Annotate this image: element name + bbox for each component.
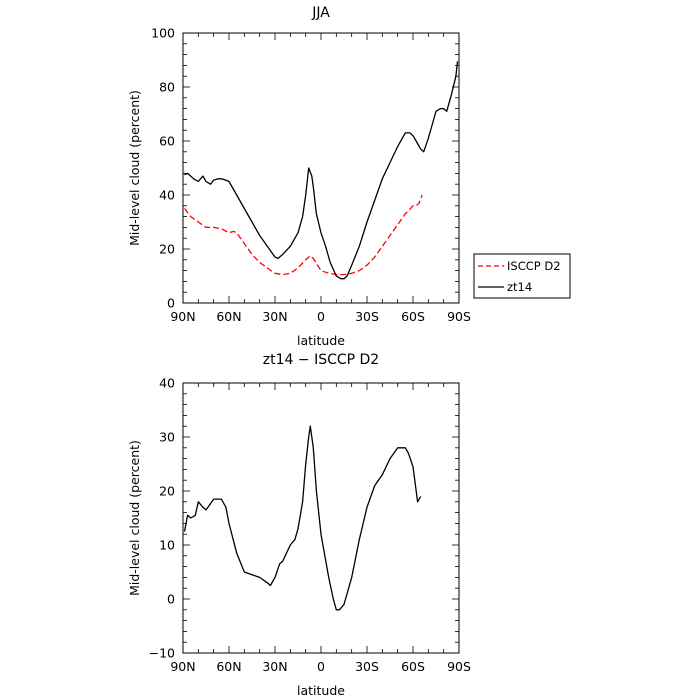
bottom-y-tick-label: 0	[167, 592, 175, 607]
top-y-tick-label: 80	[159, 80, 175, 95]
bottom-series-difference-line	[183, 425, 422, 611]
top-x-tick-label: 90S	[447, 309, 471, 324]
bottom-x-axis-title: latitude	[297, 683, 345, 698]
bottom-plot-frame	[182, 382, 460, 654]
bottom-y-tick-label: 20	[159, 484, 175, 499]
legend-box	[473, 253, 571, 299]
top-y-tick-label: 0	[167, 296, 175, 311]
legend-label-isccp: ISCCP D2	[507, 259, 561, 273]
top-y-tick-label: 20	[159, 242, 175, 257]
bottom-x-tick-label: 30N	[262, 659, 287, 674]
top-y-tick-label: 60	[159, 134, 175, 149]
top-plot-frame	[182, 32, 460, 304]
top-y-tick-label: 40	[159, 188, 175, 203]
bottom-x-tick-label: 60N	[216, 659, 241, 674]
bottom-y-axis-title: Mid-level cloud (percent)	[127, 440, 142, 596]
top-x-axis-title: latitude	[297, 333, 345, 348]
top-x-tick-label: 60N	[216, 309, 241, 324]
top-panel: JJA 0 20 40 60 80 100 90N 60N 30N 0 30S 60S 90S lati…	[127, 5, 571, 348]
top-series-isccp-d2-line	[183, 194, 423, 276]
top-x-tick-label: 30S	[355, 309, 379, 324]
top-y-tick-label: 100	[151, 26, 175, 41]
top-x-tick-label: 60S	[401, 309, 425, 324]
top-y-axis-title: Mid-level cloud (percent)	[127, 90, 142, 246]
bottom-x-tick-label: 0	[317, 659, 325, 674]
bottom-y-tick-label: −10	[149, 646, 175, 661]
bottom-plot-marks: −10 0 10 20 30 40 90N 60N 30N 0 30S 60S 90S	[149, 376, 471, 675]
top-series-zt14-line	[184, 61, 459, 280]
top-x-tick-label: 90N	[170, 309, 195, 324]
bottom-x-tick-label: 30S	[355, 659, 379, 674]
bottom-x-tick-label: 90S	[447, 659, 471, 674]
bottom-y-tick-label: 30	[159, 430, 175, 445]
top-panel-title: JJA	[311, 5, 330, 21]
top-x-tick-label: 30N	[262, 309, 287, 324]
top-plot-marks: 0 20 40 60 80 100 90N 60N 30N 0 30S 60S 90S	[151, 26, 471, 325]
bottom-panel: zt14 − ISCCP D2 −10 0 10 20 30 40 90N 60N 30N 0 30…	[127, 352, 471, 698]
bottom-y-tick-label: 10	[159, 538, 175, 553]
bottom-x-tick-label: 90N	[170, 659, 195, 674]
legend-label-zt14: zt14	[507, 280, 532, 294]
bottom-y-tick-label: 40	[159, 376, 175, 391]
bottom-x-tick-label: 60S	[401, 659, 425, 674]
top-x-tick-label: 0	[317, 309, 325, 324]
bottom-panel-title: zt14 − ISCCP D2	[263, 352, 379, 368]
legend: ISCCP D2 zt14	[473, 253, 571, 299]
